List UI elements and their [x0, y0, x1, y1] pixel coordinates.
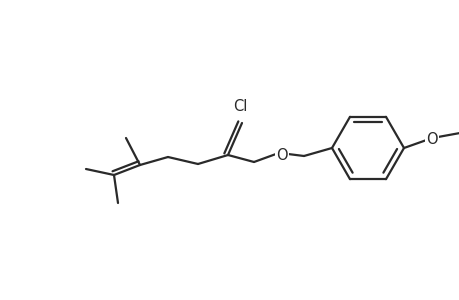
Text: O: O: [275, 148, 287, 163]
Text: O: O: [425, 132, 437, 147]
Text: Cl: Cl: [232, 99, 246, 114]
